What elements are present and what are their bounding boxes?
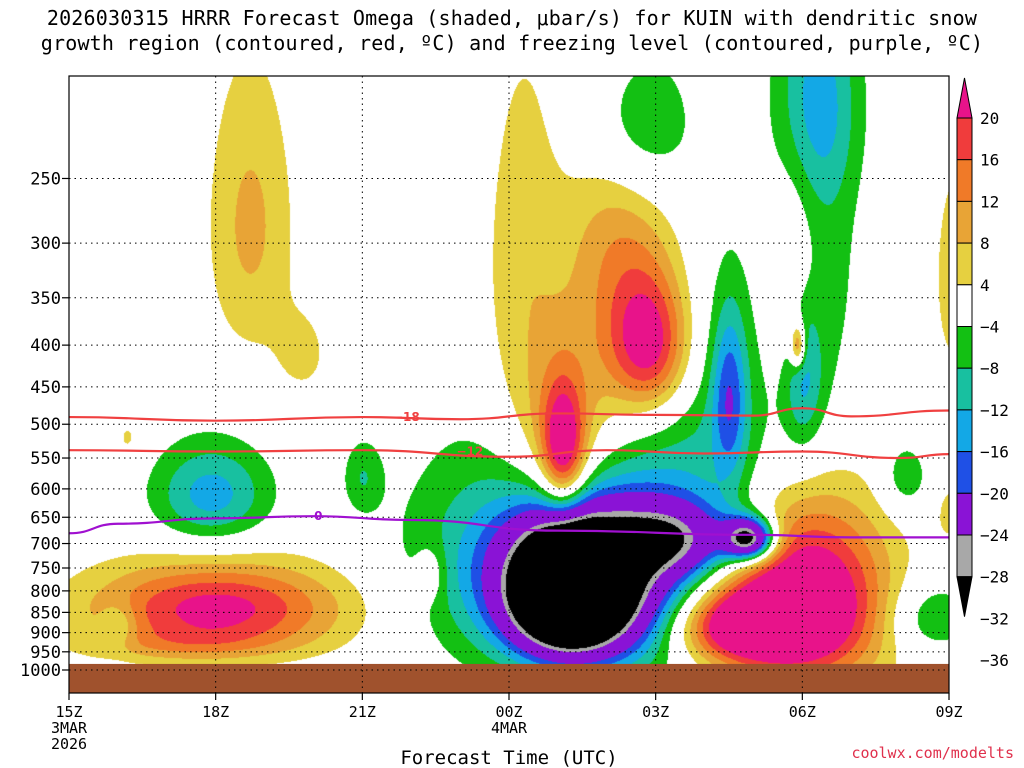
colorbar-label-6: −8 <box>980 359 999 378</box>
colorbar-label-3: 8 <box>980 234 990 253</box>
y-tick-label-850: 850 <box>30 603 61 623</box>
colorbar-segment-2 <box>956 159 973 202</box>
x-tick-label-15-0: 06Z <box>789 703 816 721</box>
contour-freezing-level <box>69 515 949 539</box>
ground-surface <box>69 663 949 693</box>
y-tick-label-650: 650 <box>30 508 61 528</box>
y-tick-label-700: 700 <box>30 535 61 555</box>
x-tick-label-0-2: 2026 <box>51 735 87 753</box>
x-tick-label-9-1: 4MAR <box>491 719 528 737</box>
y-tick-label-300: 300 <box>30 234 61 254</box>
colorbar-segment-10 <box>956 492 973 536</box>
contour-label-freezing-level: 0 <box>314 509 322 523</box>
y-tick-label-1000: 1000 <box>20 661 61 681</box>
y-tick-label-550: 550 <box>30 449 61 469</box>
colorbar-segment-7 <box>956 367 973 411</box>
y-tick-label-800: 800 <box>30 582 61 602</box>
colorbar-label-5: −4 <box>980 318 999 337</box>
colorbar-segment-9 <box>956 451 973 494</box>
x-tick-label-9-0: 00Z <box>495 703 522 721</box>
y-tick-label-500: 500 <box>30 415 61 435</box>
colorbar-label-13: −36 <box>980 651 1009 670</box>
title-line-2: growth region (contoured, red, ºC) and f… <box>40 31 984 55</box>
x-tick-label-6-0: 21Z <box>349 703 376 721</box>
colorbar-label-8: −16 <box>980 443 1009 462</box>
title-line-1: 2026030315 HRRR Forecast Omega (shaded, … <box>46 6 978 30</box>
y-tick-label-450: 450 <box>30 378 61 398</box>
y-tick-label-350: 350 <box>30 289 61 309</box>
credit-link[interactable]: coolwx.com/modelts <box>851 744 1014 762</box>
colorbar-label-12: −32 <box>980 609 1009 628</box>
colorbar-segment-4 <box>956 242 973 286</box>
x-tick-label-12-0: 03Z <box>642 703 669 721</box>
contour-label-dendritic-base: −12 <box>457 445 484 459</box>
colorbar-label-7: −12 <box>980 401 1009 420</box>
y-tick-label-750: 750 <box>30 559 61 579</box>
colorbar-segment-3 <box>956 200 973 244</box>
colorbar-segment-8 <box>956 409 973 453</box>
colorbar-segment-6 <box>956 326 973 369</box>
colorbar-label-9: −20 <box>980 484 1009 503</box>
y-tick-label-250: 250 <box>30 169 61 189</box>
x-axis-label: Forecast Time (UTC) <box>400 747 617 768</box>
contour-label-dendritic-top: −18 <box>393 410 420 424</box>
colorbar-label-0: 20 <box>980 109 999 128</box>
colorbar-label-10: −24 <box>980 526 1009 545</box>
colorbar-label-1: 16 <box>980 151 999 170</box>
colorbar-label-4: 4 <box>980 276 990 295</box>
colorbar-arrow-top <box>956 77 973 119</box>
y-tick-label-600: 600 <box>30 480 61 500</box>
x-tick-label-0-1: 3MAR <box>51 719 88 737</box>
contour-dendritic-top <box>69 407 949 422</box>
y-tick-label-900: 900 <box>30 624 61 644</box>
x-tick-label-3-0: 18Z <box>202 703 229 721</box>
chart-title: 2026030315 HRRR Forecast Omega (shaded, … <box>0 6 1024 56</box>
colorbar-segment-11 <box>956 534 973 578</box>
colorbar-arrow-bottom <box>956 576 973 617</box>
contour-dendritic-base <box>69 449 949 460</box>
x-tick-label-0-0: 15Z <box>55 703 82 721</box>
colorbar-label-2: 12 <box>980 192 999 211</box>
y-tick-label-950: 950 <box>30 643 61 663</box>
x-tick-label-18-0: 09Z <box>935 703 962 721</box>
colorbar-segment-5 <box>956 284 973 327</box>
colorbar-label-11: −28 <box>980 568 1009 587</box>
y-tick-label-400: 400 <box>30 336 61 356</box>
colorbar-segment-1 <box>956 117 973 161</box>
